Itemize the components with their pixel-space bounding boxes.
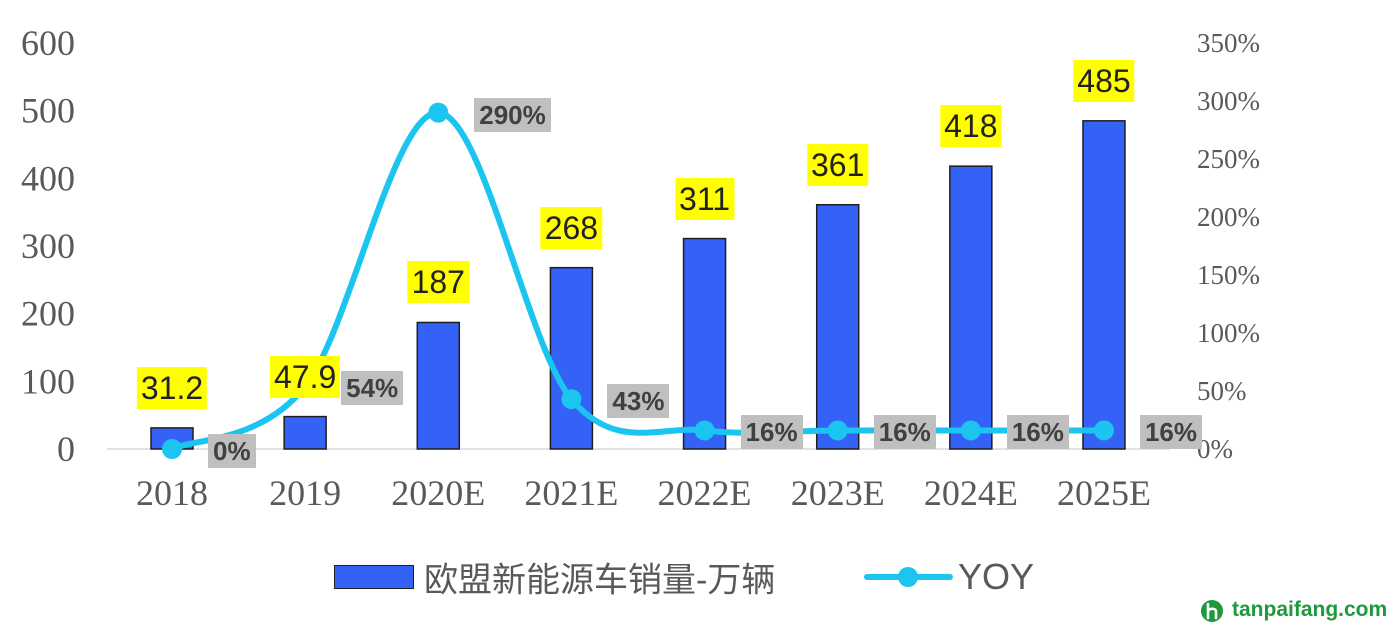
yoy-label-2020e: 290%	[474, 97, 551, 132]
y-tick-label-500: 500	[21, 91, 75, 131]
legend-swatch-bar	[334, 565, 414, 589]
x-tick-label-2024e: 2024E	[924, 473, 1018, 513]
yoy-label-2025e: 16%	[1139, 415, 1203, 450]
x-tick-label-2025e: 2025E	[1057, 473, 1151, 513]
y2-tick-label-150pct: 150%	[1197, 260, 1260, 290]
y-tick-label-300: 300	[21, 226, 75, 266]
yoy-point-2021e	[561, 389, 582, 410]
bar-2020e	[416, 321, 461, 450]
legend-label-yoy: YOY	[958, 556, 1035, 597]
y2-tick-label-100pct: 100%	[1197, 318, 1260, 348]
y-tick-label-0: 0	[57, 429, 75, 469]
x-tick-label-2019: 2019	[269, 473, 341, 513]
yoy-label-2019: 54%	[341, 371, 404, 406]
y2-tick-label-250pct: 250%	[1197, 144, 1260, 174]
y2-tick-label-50pct: 50%	[1197, 376, 1247, 406]
y2-tick-label-350pct: 350%	[1197, 28, 1260, 58]
x-tick-label-2018: 2018	[136, 473, 208, 513]
bar-value-label-2024e: 418	[940, 105, 1002, 148]
watermark-text: tanpaifang.com	[1232, 598, 1388, 621]
bar-2023e	[815, 203, 860, 450]
y-tick-label-400: 400	[21, 158, 75, 198]
x-tick-label-2023e: 2023E	[791, 473, 885, 513]
tanpaifang-logo-icon	[1201, 600, 1223, 622]
bar-value-label-2023e: 361	[806, 143, 869, 186]
y-tick-label-600: 600	[21, 23, 75, 63]
yoy-point-2025e	[1093, 420, 1114, 441]
yoy-point-2018	[162, 439, 182, 459]
bar-2025e	[1082, 120, 1126, 450]
x-tick-label-2021e: 2021E	[524, 473, 618, 513]
bar-value-label-2020e: 187	[407, 261, 469, 304]
bar-2024e	[949, 165, 993, 450]
bar-value-label-2021e: 268	[540, 206, 603, 249]
bar-value-label-2022e: 311	[675, 177, 735, 220]
y-tick-label-200: 200	[21, 294, 75, 334]
x-tick-label-2020e: 2020E	[391, 473, 485, 513]
yoy-label-2018: 0%	[208, 434, 256, 468]
yoy-point-2024e	[960, 420, 981, 441]
yoy-point-2020e	[428, 102, 449, 123]
legend-label-sales: 欧盟新能源车销量-万辆	[424, 561, 776, 600]
legend-swatch-line	[864, 567, 953, 587]
y2-tick-label-200pct: 200%	[1197, 202, 1260, 232]
yoy-point-2023e	[827, 420, 848, 441]
bar-value-label-2019: 47.9	[269, 355, 341, 398]
yoy-label-2024e: 16%	[1006, 415, 1069, 450]
bar-value-label-2025e: 485	[1073, 59, 1135, 102]
yoy-label-2023e: 16%	[873, 415, 936, 450]
y2-tick-label-300pct: 300%	[1197, 86, 1260, 116]
bar-2022e	[682, 237, 727, 450]
y-tick-label-100: 100	[21, 361, 75, 401]
bar-2019	[283, 415, 327, 450]
y2-tick-label-0pct: 0%	[1197, 434, 1233, 464]
yoy-label-2021e: 43%	[607, 384, 670, 419]
yoy-label-2022e: 16%	[740, 415, 803, 450]
yoy-point-2022e	[694, 420, 715, 441]
x-tick-label-2022e: 2022E	[658, 473, 752, 513]
bar-value-label-2018: 31.2	[136, 366, 208, 409]
